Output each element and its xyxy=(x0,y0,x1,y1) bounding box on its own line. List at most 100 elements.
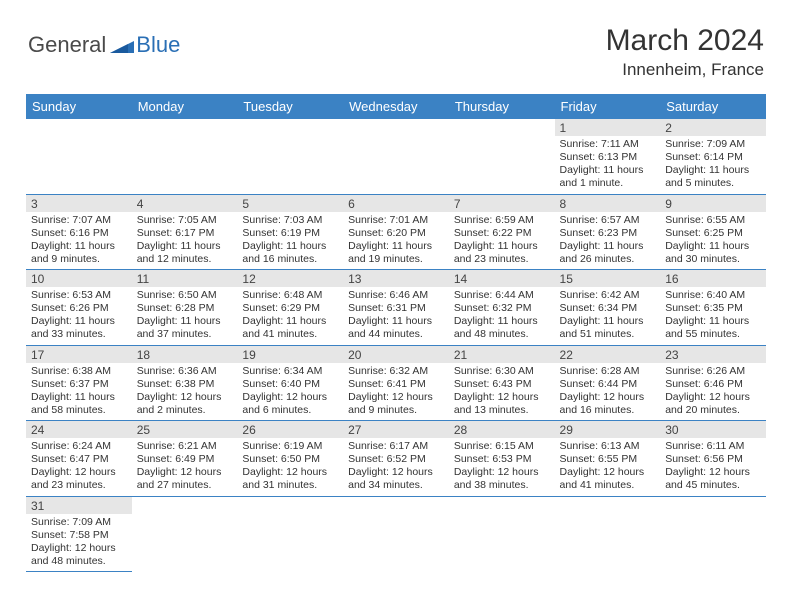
sunrise-text: Sunrise: 6:13 AM xyxy=(560,440,656,453)
sunset-text: Sunset: 6:52 PM xyxy=(348,453,444,466)
location: Innenheim, France xyxy=(606,60,764,80)
day-number: 7 xyxy=(449,195,555,212)
day-number: 3 xyxy=(26,195,132,212)
sunset-text: Sunset: 6:17 PM xyxy=(137,227,233,240)
calendar-cell: 8Sunrise: 6:57 AMSunset: 6:23 PMDaylight… xyxy=(555,194,661,270)
day-number: 26 xyxy=(237,421,343,438)
daylight-text: Daylight: 11 hours and 23 minutes. xyxy=(454,240,550,266)
sunrise-text: Sunrise: 6:40 AM xyxy=(665,289,761,302)
sunset-text: Sunset: 6:47 PM xyxy=(31,453,127,466)
calendar-cell: 24Sunrise: 6:24 AMSunset: 6:47 PMDayligh… xyxy=(26,421,132,497)
day-details: Sunrise: 6:48 AMSunset: 6:29 PMDaylight:… xyxy=(237,287,343,345)
calendar-cell xyxy=(449,119,555,194)
daylight-text: Daylight: 11 hours and 48 minutes. xyxy=(454,315,550,341)
daylight-text: Daylight: 11 hours and 44 minutes. xyxy=(348,315,444,341)
day-number: 4 xyxy=(132,195,238,212)
day-number: 13 xyxy=(343,270,449,287)
day-details: Sunrise: 6:55 AMSunset: 6:25 PMDaylight:… xyxy=(660,212,766,270)
calendar-row: 24Sunrise: 6:24 AMSunset: 6:47 PMDayligh… xyxy=(26,421,766,497)
day-number: 14 xyxy=(449,270,555,287)
calendar-cell: 21Sunrise: 6:30 AMSunset: 6:43 PMDayligh… xyxy=(449,345,555,421)
calendar-cell: 29Sunrise: 6:13 AMSunset: 6:55 PMDayligh… xyxy=(555,421,661,497)
sunrise-text: Sunrise: 7:05 AM xyxy=(137,214,233,227)
sunset-text: Sunset: 6:40 PM xyxy=(242,378,338,391)
calendar-body: 1Sunrise: 7:11 AMSunset: 6:13 PMDaylight… xyxy=(26,119,766,572)
day-details: Sunrise: 6:50 AMSunset: 6:28 PMDaylight:… xyxy=(132,287,238,345)
flag-icon xyxy=(110,35,134,53)
day-details: Sunrise: 7:01 AMSunset: 6:20 PMDaylight:… xyxy=(343,212,449,270)
day-details: Sunrise: 6:30 AMSunset: 6:43 PMDaylight:… xyxy=(449,363,555,421)
sunset-text: Sunset: 6:29 PM xyxy=(242,302,338,315)
day-number: 15 xyxy=(555,270,661,287)
daylight-text: Daylight: 11 hours and 41 minutes. xyxy=(242,315,338,341)
sunrise-text: Sunrise: 6:19 AM xyxy=(242,440,338,453)
calendar-cell: 4 Sunrise: 7:05 AMSunset: 6:17 PMDaylight… xyxy=(132,194,238,270)
day-details: Sunrise: 6:21 AMSunset: 6:49 PMDaylight:… xyxy=(132,438,238,496)
daylight-text: Daylight: 11 hours and 5 minutes. xyxy=(665,164,761,190)
sunrise-text: Sunrise: 6:48 AM xyxy=(242,289,338,302)
sunrise-text: Sunrise: 6:50 AM xyxy=(137,289,233,302)
calendar-cell: 27Sunrise: 6:17 AMSunset: 6:52 PMDayligh… xyxy=(343,421,449,497)
calendar-cell xyxy=(26,119,132,194)
sunset-text: Sunset: 6:22 PM xyxy=(454,227,550,240)
sunrise-text: Sunrise: 6:57 AM xyxy=(560,214,656,227)
sunset-text: Sunset: 6:34 PM xyxy=(560,302,656,315)
day-details: Sunrise: 6:32 AMSunset: 6:41 PMDaylight:… xyxy=(343,363,449,421)
daylight-text: Daylight: 11 hours and 16 minutes. xyxy=(242,240,338,266)
daylight-text: Daylight: 12 hours and 9 minutes. xyxy=(348,391,444,417)
calendar-cell xyxy=(132,119,238,194)
sunrise-text: Sunrise: 6:30 AM xyxy=(454,365,550,378)
day-number: 21 xyxy=(449,346,555,363)
daylight-text: Daylight: 11 hours and 55 minutes. xyxy=(665,315,761,341)
sunrise-text: Sunrise: 6:36 AM xyxy=(137,365,233,378)
sunset-text: Sunset: 6:26 PM xyxy=(31,302,127,315)
daylight-text: Daylight: 12 hours and 27 minutes. xyxy=(137,466,233,492)
day-details: Sunrise: 6:28 AMSunset: 6:44 PMDaylight:… xyxy=(555,363,661,421)
calendar-cell: 16Sunrise: 6:40 AMSunset: 6:35 PMDayligh… xyxy=(660,270,766,346)
month-title: March 2024 xyxy=(606,24,764,58)
sunset-text: Sunset: 6:23 PM xyxy=(560,227,656,240)
calendar-row: 10Sunrise: 6:53 AMSunset: 6:26 PMDayligh… xyxy=(26,270,766,346)
day-number: 11 xyxy=(132,270,238,287)
calendar-cell xyxy=(555,496,661,572)
calendar-cell xyxy=(343,496,449,572)
sunset-text: Sunset: 6:41 PM xyxy=(348,378,444,391)
sunset-text: Sunset: 6:37 PM xyxy=(31,378,127,391)
daylight-text: Daylight: 11 hours and 1 minute. xyxy=(560,164,656,190)
day-number: 30 xyxy=(660,421,766,438)
daylight-text: Daylight: 12 hours and 16 minutes. xyxy=(560,391,656,417)
sunrise-text: Sunrise: 6:21 AM xyxy=(137,440,233,453)
calendar-cell: 28Sunrise: 6:15 AMSunset: 6:53 PMDayligh… xyxy=(449,421,555,497)
sunset-text: Sunset: 6:35 PM xyxy=(665,302,761,315)
sunrise-text: Sunrise: 6:59 AM xyxy=(454,214,550,227)
day-number: 18 xyxy=(132,346,238,363)
daylight-text: Daylight: 11 hours and 58 minutes. xyxy=(31,391,127,417)
daylight-text: Daylight: 11 hours and 12 minutes. xyxy=(137,240,233,266)
sunset-text: Sunset: 6:28 PM xyxy=(137,302,233,315)
sunset-text: Sunset: 6:31 PM xyxy=(348,302,444,315)
day-number: 20 xyxy=(343,346,449,363)
sunrise-text: Sunrise: 7:11 AM xyxy=(560,138,656,151)
daylight-text: Daylight: 11 hours and 30 minutes. xyxy=(665,240,761,266)
weekday-header: Friday xyxy=(555,94,661,119)
calendar-cell: 19Sunrise: 6:34 AMSunset: 6:40 PMDayligh… xyxy=(237,345,343,421)
weekday-header: Tuesday xyxy=(237,94,343,119)
day-details: Sunrise: 6:17 AMSunset: 6:52 PMDaylight:… xyxy=(343,438,449,496)
daylight-text: Daylight: 11 hours and 9 minutes. xyxy=(31,240,127,266)
sunrise-text: Sunrise: 7:09 AM xyxy=(31,516,127,529)
day-number: 23 xyxy=(660,346,766,363)
day-number: 31 xyxy=(26,497,132,514)
sunset-text: Sunset: 6:50 PM xyxy=(242,453,338,466)
day-number: 8 xyxy=(555,195,661,212)
sunrise-text: Sunrise: 6:34 AM xyxy=(242,365,338,378)
day-details: Sunrise: 6:40 AMSunset: 6:35 PMDaylight:… xyxy=(660,287,766,345)
sunset-text: Sunset: 6:38 PM xyxy=(137,378,233,391)
calendar-cell: 15Sunrise: 6:42 AMSunset: 6:34 PMDayligh… xyxy=(555,270,661,346)
sunset-text: Sunset: 6:20 PM xyxy=(348,227,444,240)
day-number: 24 xyxy=(26,421,132,438)
weekday-header: Wednesday xyxy=(343,94,449,119)
sunrise-text: Sunrise: 6:55 AM xyxy=(665,214,761,227)
daylight-text: Daylight: 12 hours and 6 minutes. xyxy=(242,391,338,417)
day-details: Sunrise: 6:59 AMSunset: 6:22 PMDaylight:… xyxy=(449,212,555,270)
calendar-cell: 23Sunrise: 6:26 AMSunset: 6:46 PMDayligh… xyxy=(660,345,766,421)
